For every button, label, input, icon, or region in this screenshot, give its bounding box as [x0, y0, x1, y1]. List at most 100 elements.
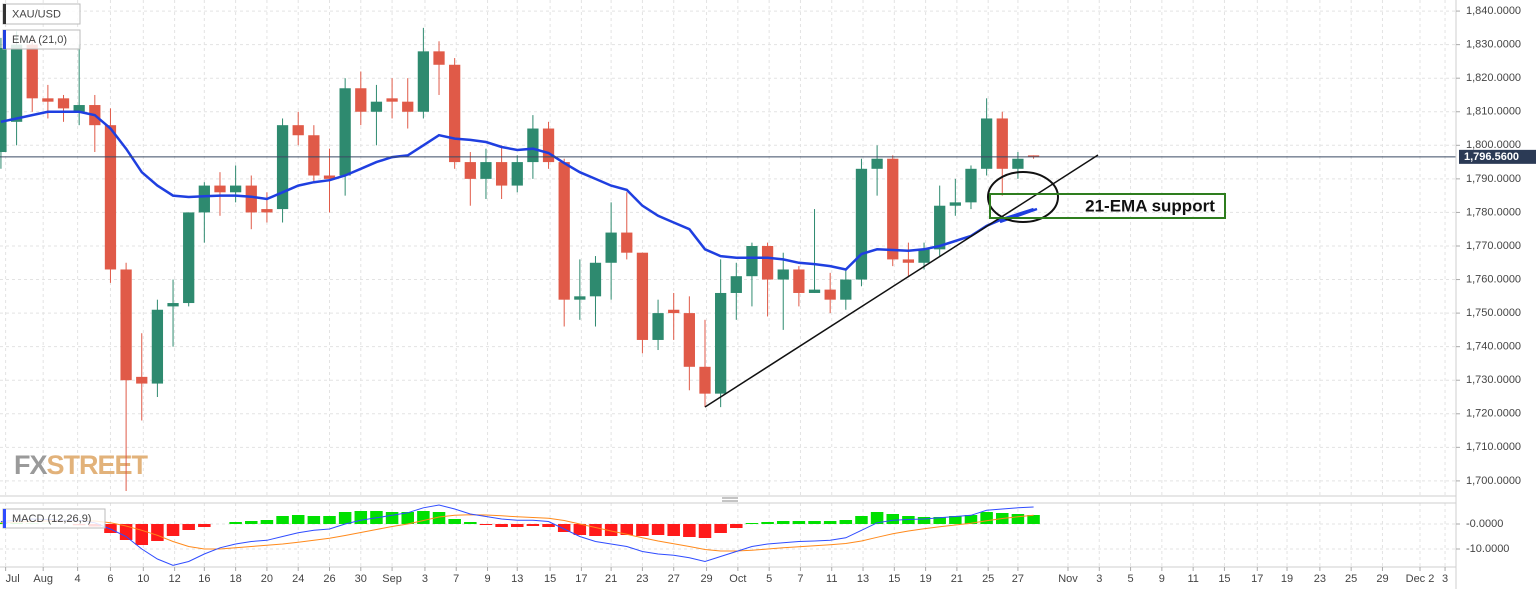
- histogram-bar: [245, 521, 258, 524]
- candle-body: [386, 98, 398, 102]
- x-tick-label: Nov: [1058, 573, 1078, 585]
- candle-body: [949, 202, 961, 206]
- x-tick-label: 23: [636, 573, 648, 585]
- candle-body: [824, 289, 836, 300]
- x-tick-label: 27: [668, 573, 680, 585]
- watermark: FXSTREET: [14, 450, 149, 480]
- x-tick-label: 25: [982, 573, 994, 585]
- histogram-bar: [338, 512, 352, 524]
- y-tick-label: 1,830.0000: [1466, 39, 1521, 51]
- candle-body: [355, 88, 367, 112]
- histogram-bar: [510, 524, 524, 527]
- x-tick-label: 13: [857, 573, 869, 585]
- last-price-tag: [1459, 149, 1536, 164]
- candle-body: [198, 185, 210, 213]
- y-tick-label: 1,760.0000: [1466, 273, 1521, 285]
- candle-body: [136, 376, 148, 384]
- y-tick-label: 1,730.0000: [1466, 374, 1521, 386]
- candle-body: [527, 128, 539, 163]
- candle-body: [558, 162, 570, 300]
- candle-body: [746, 245, 758, 277]
- histogram-bar: [933, 517, 946, 524]
- histogram-bar: [980, 512, 993, 524]
- histogram-bar: [761, 522, 774, 524]
- x-tick-label: 18: [230, 573, 242, 585]
- histogram-bar: [119, 524, 133, 540]
- candle-body: [652, 313, 664, 340]
- histogram-bar: [714, 524, 727, 533]
- histogram-bar: [949, 516, 962, 524]
- x-tick-label: 26: [323, 573, 335, 585]
- histogram-bar: [1011, 514, 1025, 524]
- candle-body: [323, 175, 336, 179]
- histogram-bar: [808, 521, 821, 524]
- x-tick-label: 13: [511, 573, 523, 585]
- x-tick-label: 5: [1128, 573, 1134, 585]
- histogram-bar: [745, 523, 759, 524]
- candle-body: [699, 366, 711, 394]
- candle-body: [417, 51, 430, 112]
- macd-line: [0, 504, 1034, 566]
- candle-body: [902, 259, 915, 263]
- candle-body: [261, 209, 273, 213]
- y-tick-label: 1,820.0000: [1466, 72, 1521, 84]
- histogram-bar: [385, 512, 399, 524]
- x-tick-label: 5: [766, 573, 772, 585]
- candle-body: [808, 289, 821, 293]
- histogram-bar: [839, 520, 853, 524]
- y-tick-label: 1,840.0000: [1466, 5, 1521, 17]
- x-tick-label: 10: [137, 573, 149, 585]
- y-tick-label: -0.0000: [1466, 518, 1503, 530]
- x-tick-label: 24: [292, 573, 304, 585]
- x-tick-label: 9: [1159, 573, 1165, 585]
- histogram-bar: [291, 515, 305, 524]
- y-tick-label: 1,790.0000: [1466, 173, 1521, 185]
- x-tick-label: 11: [826, 573, 837, 585]
- x-tick-label: 21: [605, 573, 617, 585]
- histogram-bar: [448, 519, 461, 524]
- histogram-bar: [432, 512, 446, 524]
- candle-body: [855, 168, 868, 280]
- y-tick-label: 1,810.0000: [1466, 106, 1521, 118]
- histogram-bar: [401, 512, 414, 524]
- candle-body: [980, 118, 993, 169]
- x-tick-label: 11: [1187, 573, 1198, 585]
- ema-line: [0, 110, 1034, 271]
- histogram-bar: [730, 524, 743, 528]
- histogram-bar: [604, 524, 618, 536]
- histogram-bar: [417, 511, 430, 524]
- x-tick-label: 25: [1345, 573, 1357, 585]
- histogram-bar: [557, 524, 571, 532]
- legend-macd: MACD (12,26,9): [12, 513, 91, 525]
- candle-body: [449, 64, 461, 163]
- candle-body: [840, 279, 852, 300]
- histogram-bar: [479, 524, 493, 525]
- grid-layer: [0, 0, 1456, 567]
- candle-body: [589, 262, 602, 297]
- x-tick-label: 7: [797, 573, 803, 585]
- histogram-bar: [964, 515, 978, 524]
- histogram-bar: [620, 524, 634, 535]
- x-tick-label: 20: [261, 573, 273, 585]
- candle-body: [402, 101, 414, 112]
- legend-swatch: [3, 30, 6, 49]
- x-tick-label: 6: [107, 573, 113, 585]
- candle-body: [73, 105, 85, 112]
- candle-body: [464, 162, 476, 179]
- histogram-bar: [307, 516, 321, 524]
- histogram-bar: [667, 524, 680, 536]
- histogram-bar: [792, 521, 806, 524]
- x-tick-label: 21: [951, 573, 963, 585]
- x-tick-label: 23: [1314, 573, 1326, 585]
- candle-body: [715, 292, 727, 394]
- x-tick-label: 3: [1096, 573, 1102, 585]
- candle-body: [0, 47, 7, 153]
- x-tick-label: 16: [198, 573, 210, 585]
- x-tick-label: 27: [1012, 573, 1024, 585]
- x-tick-label: Oct: [729, 573, 746, 585]
- candle-body: [965, 168, 977, 203]
- candle-body: [495, 162, 508, 186]
- x-tick-label: 15: [544, 573, 556, 585]
- candle-body: [57, 98, 70, 109]
- watermark-part: STREET: [47, 450, 149, 480]
